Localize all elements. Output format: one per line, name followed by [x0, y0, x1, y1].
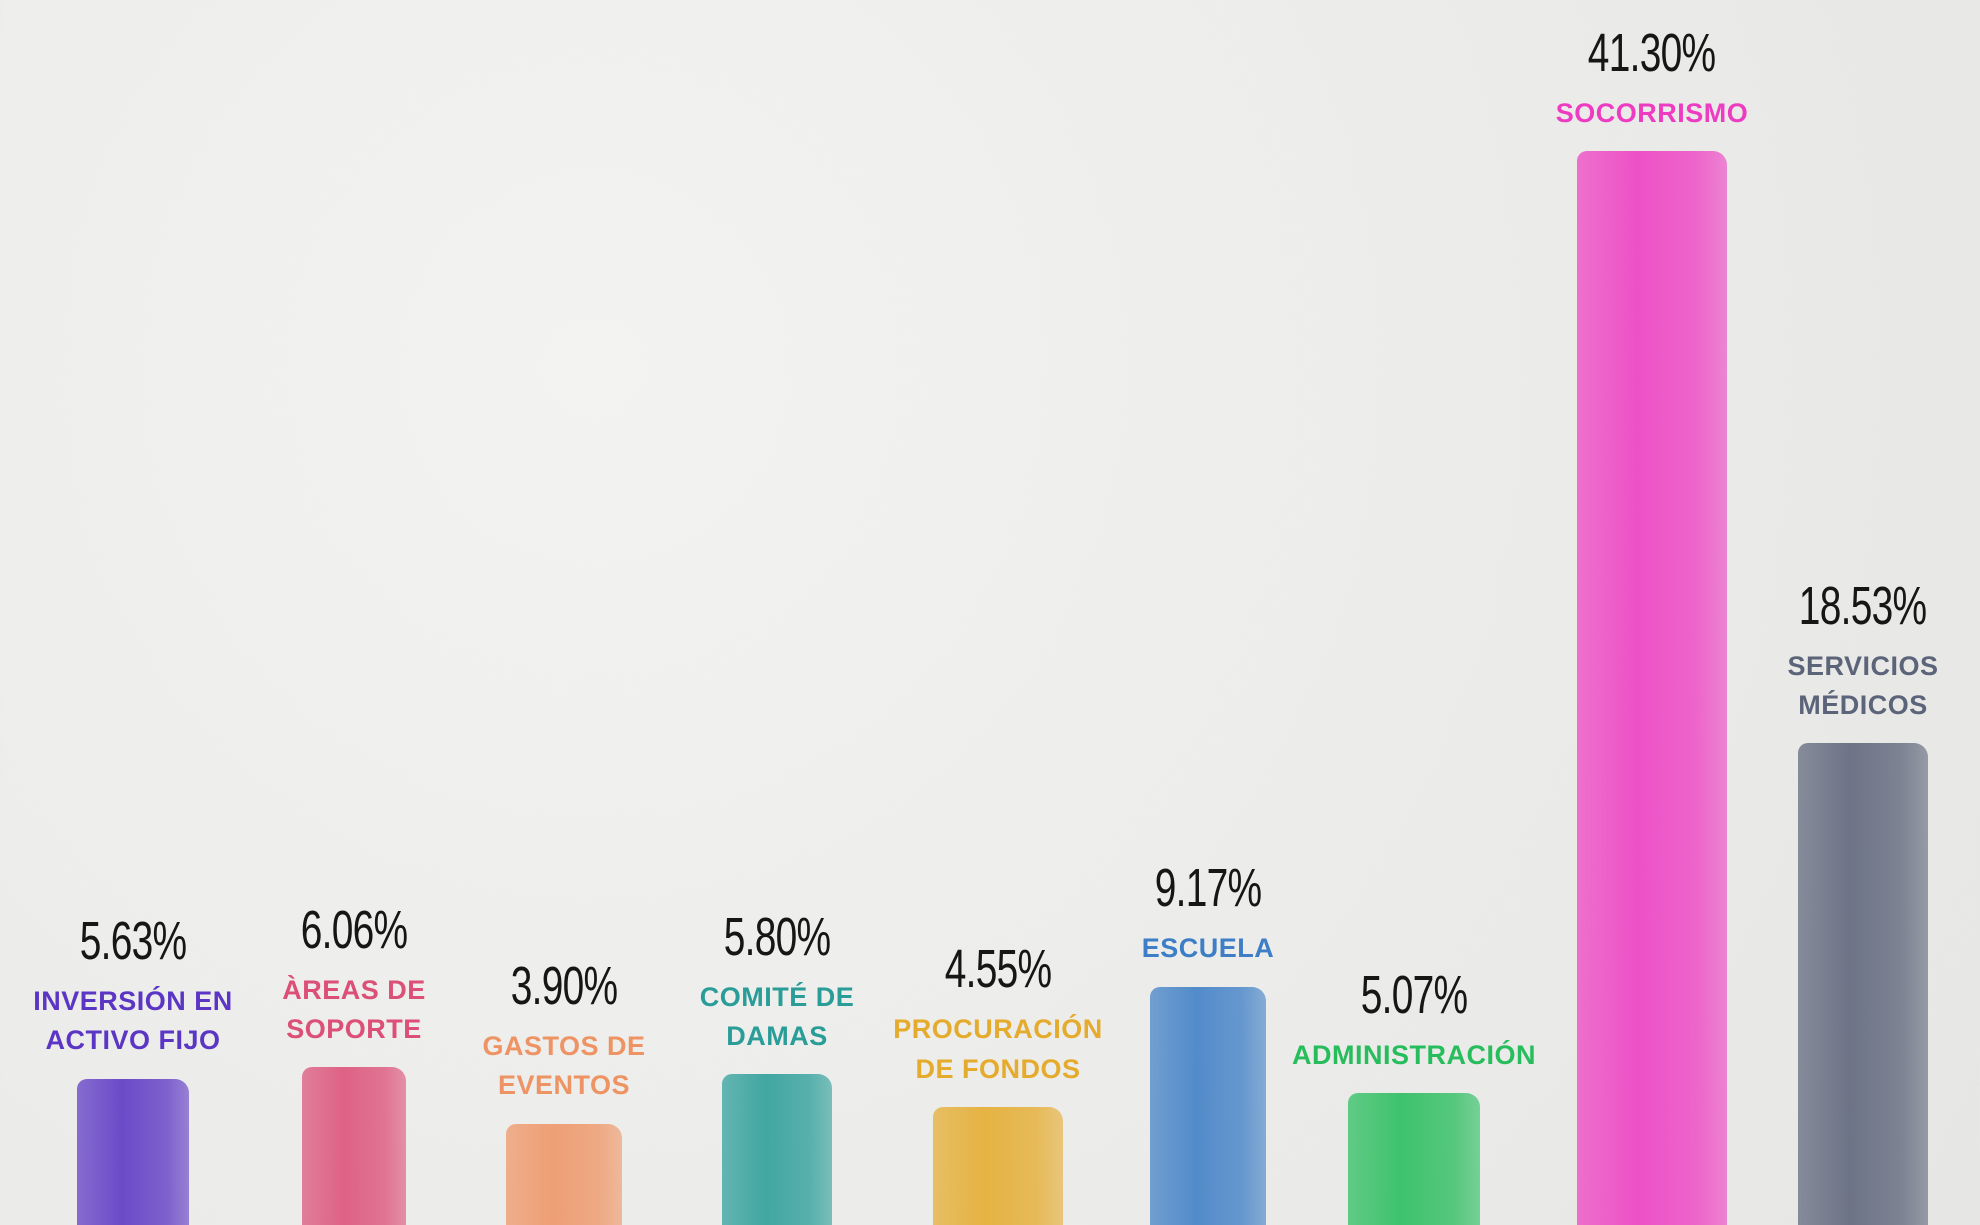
bar — [302, 1067, 406, 1225]
category-label: SOCORRISMO — [1527, 94, 1777, 133]
value-label: 9.17% — [1155, 857, 1262, 919]
value-label: 5.07% — [1361, 964, 1468, 1026]
bar — [506, 1124, 622, 1225]
category-label: ESCUELA — [1083, 929, 1333, 968]
value-label: 41.30% — [1588, 22, 1716, 84]
value-label: 5.63% — [80, 910, 187, 972]
value-label: 3.90% — [511, 955, 618, 1017]
value-label: 5.80% — [724, 906, 831, 968]
bar — [1150, 987, 1266, 1225]
category-label: SERVICIOS MÉDICOS — [1738, 647, 1980, 725]
bar — [77, 1079, 189, 1225]
value-label: 6.06% — [301, 899, 408, 961]
bar — [933, 1107, 1063, 1225]
bar — [1798, 743, 1928, 1225]
bar — [1348, 1093, 1480, 1225]
bar — [722, 1074, 832, 1225]
chart: 5.63%INVERSIÓN EN ACTIVO FIJO6.06%ÀREAS … — [0, 0, 1980, 1225]
category-label: ADMINISTRACIÓN — [1289, 1036, 1539, 1075]
bar — [1577, 151, 1727, 1225]
bar-label-group: 41.30% SOCORRISMO — [1517, 22, 1787, 133]
value-label: 18.53% — [1799, 575, 1927, 637]
bar-label-group: 18.53% SERVICIOS MÉDICOS — [1728, 575, 1980, 725]
bar-label-group: 5.07% ADMINISTRACIÓN — [1279, 964, 1549, 1075]
category-label: PROCURACIÓN DE FONDOS — [873, 1010, 1123, 1088]
bar-label-group: 9.17% ESCUELA — [1073, 857, 1343, 968]
value-label: 4.55% — [945, 938, 1052, 1000]
